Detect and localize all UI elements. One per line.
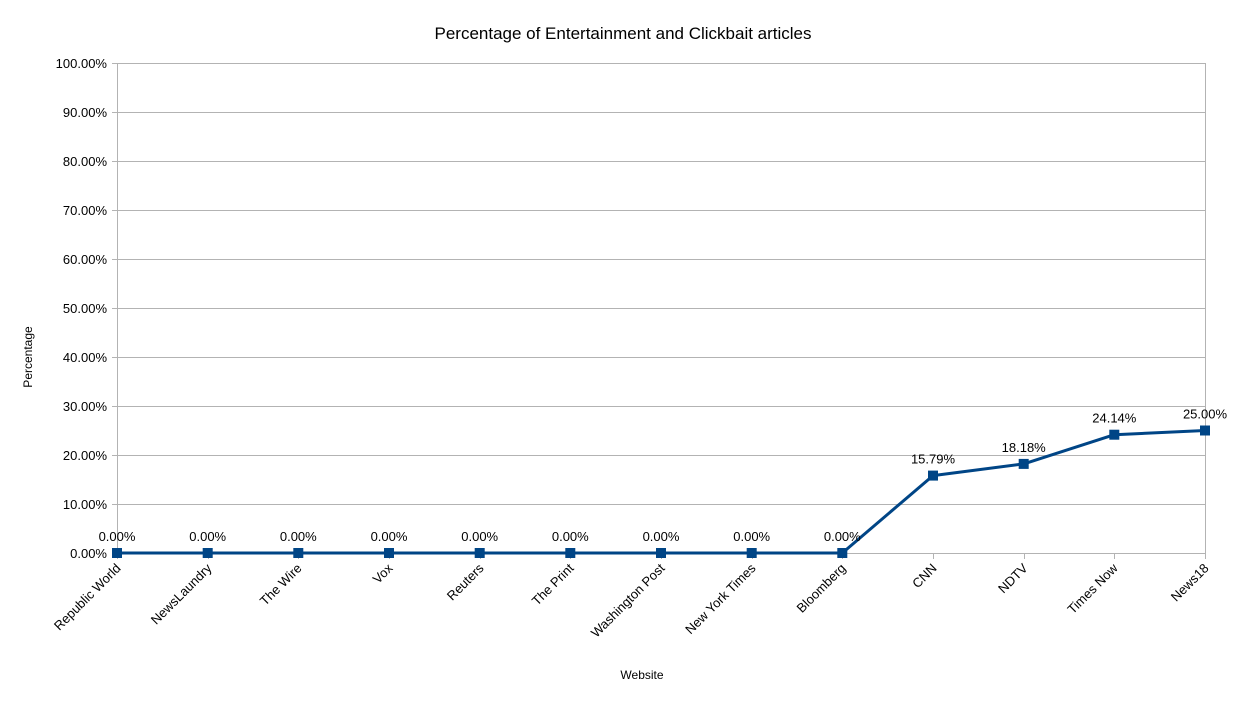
data-label: 0.00% — [371, 529, 408, 544]
x-tick-label: The Wire — [257, 561, 305, 609]
y-tick-label: 70.00% — [63, 203, 108, 218]
data-point-marker — [112, 548, 122, 558]
x-tick-label: CNN — [909, 561, 940, 592]
x-tick-label: NewsLaundry — [148, 560, 215, 627]
data-point-marker — [384, 548, 394, 558]
data-label: 0.00% — [643, 529, 680, 544]
y-tick-label: 50.00% — [63, 301, 108, 316]
y-tick-label: 30.00% — [63, 399, 108, 414]
data-point-marker — [474, 548, 485, 558]
y-tick-label: 0.00% — [70, 546, 107, 561]
x-tick-label: News18 — [1168, 561, 1212, 605]
data-label: 0.00% — [733, 529, 770, 544]
data-label: 0.00% — [280, 529, 317, 544]
y-axis-title: Percentage — [21, 326, 35, 388]
y-tick-label: 40.00% — [63, 350, 108, 365]
data-label: 0.00% — [99, 529, 136, 544]
data-label: 15.79% — [911, 452, 956, 467]
data-label: 24.14% — [1092, 411, 1137, 426]
x-tick-label: Republic World — [51, 561, 124, 634]
chart-title: Percentage of Entertainment and Clickbai… — [434, 24, 811, 43]
x-tick-label: Bloomberg — [794, 561, 849, 616]
data-point-marker — [1109, 429, 1120, 440]
data-point-marker — [293, 548, 304, 558]
y-tick-label: 80.00% — [63, 154, 108, 169]
y-tick-label: 10.00% — [63, 497, 108, 512]
data-label: 0.00% — [189, 529, 226, 544]
x-tick-label: New York Times — [682, 560, 759, 637]
x-tick-label: Times Now — [1064, 560, 1121, 617]
x-axis-title: Website — [620, 668, 663, 682]
x-tick-label: Vox — [370, 560, 396, 586]
data-point-marker — [837, 548, 848, 558]
x-tick-label: The Print — [529, 560, 577, 608]
y-tick-label: 100.00% — [56, 56, 108, 71]
data-label: 18.18% — [1002, 440, 1047, 455]
data-point-marker — [656, 548, 666, 558]
series-layer — [112, 425, 1210, 558]
y-tick-label: 90.00% — [63, 105, 108, 120]
x-tick-label: Washington Post — [588, 560, 668, 640]
grid-layer — [112, 63, 1206, 559]
data-label: 0.00% — [552, 529, 589, 544]
data-point-marker — [928, 470, 938, 481]
y-axis-ticks: 0.00% 10.00% 20.00% 30.00% 40.00% 50.00% 60.00… — [56, 56, 108, 561]
x-axis-ticks: Republic World NewsLaundry The Wire Vox Reut… — [51, 560, 1212, 640]
data-labels-layer: 0.00% 0.00% 0.00% 0.00% 0.00% 0.00% 0.00% 0.00%… — [99, 407, 1228, 545]
data-point-marker — [1018, 458, 1029, 469]
data-label: 25.00% — [1183, 407, 1228, 422]
x-tick-label: NDTV — [995, 560, 1031, 596]
y-tick-label: 60.00% — [63, 252, 108, 267]
x-tick-label: Reuters — [444, 560, 487, 603]
data-point-marker — [746, 548, 757, 558]
data-point-marker — [202, 548, 213, 558]
y-tick-label: 20.00% — [63, 448, 108, 463]
data-label: 0.00% — [824, 529, 861, 544]
data-label: 0.00% — [461, 529, 498, 544]
data-point-marker — [565, 548, 576, 558]
data-point-marker — [1200, 425, 1210, 436]
